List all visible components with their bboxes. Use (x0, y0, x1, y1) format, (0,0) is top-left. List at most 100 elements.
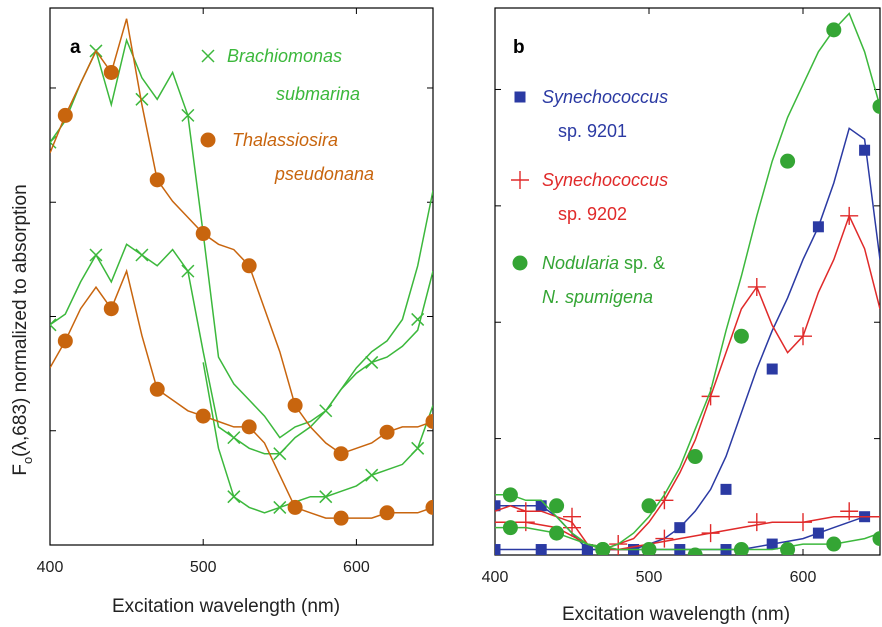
y-axis-title-main: F (10, 464, 31, 476)
legend-1-label-line-0: Thalassiosira (232, 130, 338, 150)
series-3-point (103, 64, 119, 80)
legend-text-part: Thalassiosira (232, 130, 338, 150)
legend-0-marker (201, 49, 215, 63)
plot-frame (49, 7, 434, 546)
series-3-point (794, 513, 812, 532)
series-4-point (733, 328, 749, 344)
series-5-point (872, 531, 880, 547)
panel-letter: b (513, 37, 525, 58)
legend-text-part: sp. 9201 (558, 121, 627, 141)
legend-text-part: Synechococcus (542, 170, 668, 190)
series-0-point (535, 500, 547, 512)
series-4-point (57, 333, 73, 349)
series-3-point (287, 397, 303, 413)
legend-0-label-line-1: sp. 9201 (558, 121, 627, 141)
legend-0-label-line-0: Brachiomonas (227, 46, 342, 66)
series-3-line (50, 18, 433, 455)
x-tick-label: 400 (482, 569, 509, 586)
plot-frame (494, 7, 881, 556)
y-axis-title-rest: (λ,683) normalized to absorption (10, 184, 31, 456)
series-4-point (149, 381, 165, 397)
plot-area (50, 18, 433, 526)
panel-b: 400 500 600 b Synechococcus sp. 9201 Synechoco… (482, 7, 881, 625)
series-3-point (379, 424, 395, 440)
x-axis-title: Excitation wavelength (nm) (112, 596, 340, 617)
series-0-line (495, 127, 880, 551)
series-4-point (425, 499, 433, 515)
legend-2-label-line-0: Nodularia sp. & (542, 253, 665, 273)
series-0-point (674, 522, 686, 534)
series-3-point (701, 524, 720, 543)
legend-text-part: sp. 9202 (558, 204, 627, 224)
series-3-point (747, 513, 766, 532)
series-4-point (687, 449, 703, 465)
series-5-point (595, 542, 611, 555)
legend-1-marker (200, 132, 216, 148)
series-2-point (319, 490, 333, 504)
series-4-line (495, 12, 880, 551)
legend-1-label-line-0: Synechococcus (542, 170, 668, 190)
x-axis-title: Excitation wavelength (nm) (562, 604, 790, 625)
series-3-point (149, 172, 165, 188)
series-2-point (840, 206, 859, 225)
legend-1-marker (511, 171, 529, 189)
series-0-point (495, 500, 501, 512)
series-5-point (641, 542, 657, 555)
series-1-point (365, 355, 379, 369)
series-4-point (379, 505, 395, 521)
legend-0-label-line-0: Synechococcus (542, 87, 668, 107)
legend-1-label-line-1: sp. 9202 (558, 204, 627, 224)
legend-0-marker (514, 91, 526, 103)
legend-1-label-line-1: pseudonana (274, 164, 374, 184)
series-5-point (549, 525, 565, 541)
series-2-point (747, 277, 766, 296)
series-2-line (495, 213, 880, 551)
series-4-point (333, 510, 349, 526)
legend-0-label-line-1: submarina (276, 84, 360, 104)
legend-text-part: Synechococcus (542, 87, 668, 107)
series-1-point (411, 312, 425, 326)
series-0-line (50, 37, 433, 439)
legend-text-part: submarina (276, 84, 360, 104)
series-0-point (812, 221, 824, 233)
legend-text-part: sp. & (619, 253, 665, 273)
series-1-point (89, 248, 103, 262)
panel-letter: a (70, 37, 81, 58)
series-1-point (181, 264, 195, 278)
x-tick-label: 400 (37, 559, 64, 576)
series-4-point (549, 498, 565, 514)
series-4-point (872, 98, 880, 114)
x-tick-label: 500 (636, 569, 663, 586)
series-1-point (227, 431, 241, 445)
series-4-point (241, 419, 257, 435)
series-3-point (241, 258, 257, 274)
series-3-point (840, 502, 859, 521)
series-0-point (50, 135, 57, 149)
series-5-point (826, 536, 842, 552)
series-3-point (195, 226, 211, 242)
series-2-point (273, 500, 287, 514)
x-tick-label: 500 (190, 559, 217, 576)
x-tick-label: 600 (343, 559, 370, 576)
series-4-point (826, 22, 842, 38)
legend-text-part: pseudonana (274, 164, 374, 184)
x-tick-label: 600 (790, 569, 817, 586)
plot-area (495, 12, 880, 555)
series-3-point (655, 529, 674, 548)
series-4-point (287, 499, 303, 515)
series-2-line (202, 362, 433, 514)
series-4-point (641, 498, 657, 514)
series-2-point (794, 327, 812, 346)
series-0-point (859, 144, 871, 156)
series-1-point (273, 447, 287, 461)
series-0-point (766, 363, 778, 375)
y-axis-title-subscript: o (20, 457, 35, 464)
panel-a: 400 500 600 a Brachiomonas submarina Thalassio… (37, 7, 434, 617)
series-1-point (581, 544, 593, 555)
series-4-point (780, 153, 796, 169)
series-1-point (50, 318, 57, 332)
series-5-point (502, 520, 518, 536)
series-1-point (495, 544, 501, 555)
series-5-point (780, 542, 796, 555)
